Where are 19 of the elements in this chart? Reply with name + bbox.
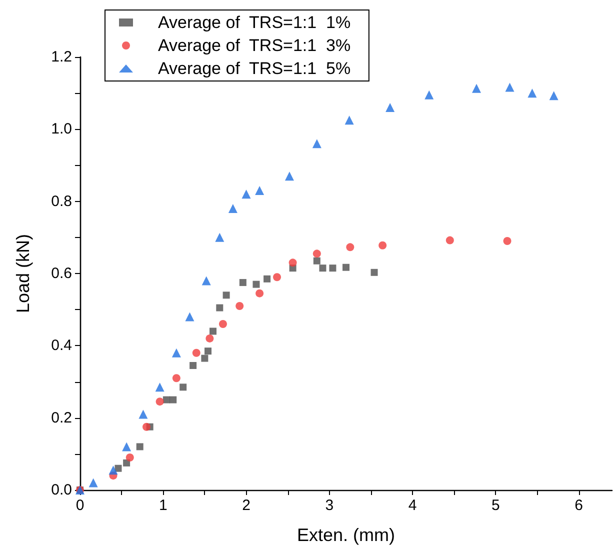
legend-label: Average of TRS=1:1 3%: [158, 36, 351, 55]
y-axis-title: Load (kN): [13, 234, 33, 314]
x-tick-label: 1: [158, 497, 168, 514]
y-tick-label: 1.0: [51, 120, 72, 138]
legend-label: Average of TRS=1:1 1%: [158, 13, 351, 32]
x-tick-label: 5: [491, 497, 500, 514]
y-tick-label: 0.8: [51, 192, 72, 210]
y-tick-label: 1.2: [51, 48, 72, 66]
x-axis-title: Exten. (mm): [296, 525, 396, 545]
y-tick-label: 0.2: [51, 409, 72, 426]
x-tick-label: 0: [76, 497, 84, 514]
y-tick-label: 0.6: [51, 265, 72, 282]
x-tick-label: 3: [325, 497, 334, 514]
legend-label: Average of TRS=1:1 5%: [158, 59, 351, 78]
x-tick-label: 6: [574, 497, 583, 514]
y-tick-label: 0.4: [51, 337, 72, 354]
x-tick-label: 2: [242, 497, 250, 514]
y-tick-label: 0.0: [51, 482, 72, 498]
x-tick-label: 4: [408, 497, 417, 514]
